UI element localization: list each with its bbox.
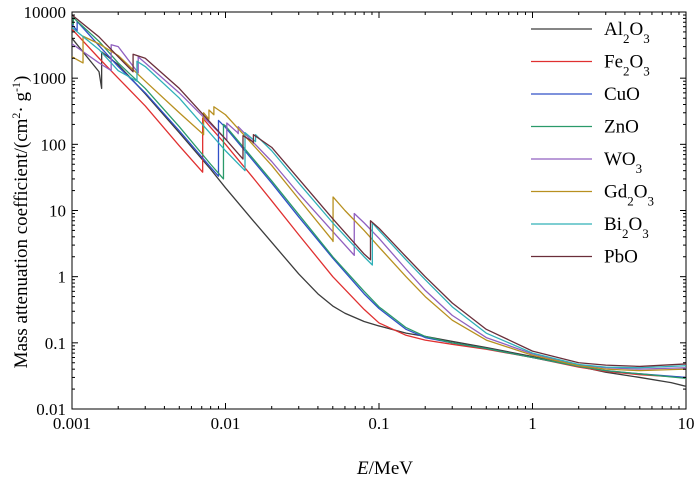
legend-item-wo3: WO3 xyxy=(531,149,642,176)
y-tick-label: 10 xyxy=(49,202,66,221)
x-axis-title: E/MeV xyxy=(356,458,413,479)
legend-item-bi2o3: Bi2O3 xyxy=(531,214,649,241)
series-line-bi2o3 xyxy=(72,27,686,369)
legend-item-pbo: PbO xyxy=(531,247,638,268)
y-tick-labels: 0.01 0.1 1 10 100 1000 10000 xyxy=(24,3,67,419)
y-tick-label: 1000 xyxy=(32,69,66,88)
series-line-wo3 xyxy=(72,43,686,370)
y-axis-title: Mass attenuation coefficient/(cm2· g-1) xyxy=(9,76,32,369)
series-line-pbo xyxy=(72,14,686,368)
series-line-gd2o3 xyxy=(72,35,686,372)
x-tick-labels: 0.001 0.01 0.1 1 10 xyxy=(53,414,695,433)
plot-frame xyxy=(71,11,687,410)
legend-item-al2o3: Al2O3 xyxy=(531,19,650,46)
legend-label: PbO xyxy=(604,247,638,268)
y-tick-label: 0.1 xyxy=(45,334,66,353)
y-tick-label: 100 xyxy=(41,135,67,154)
y-tick-label: 10000 xyxy=(24,3,67,22)
x-tick-label: 10 xyxy=(678,414,695,433)
legend-label: Fe2O3 xyxy=(604,52,650,79)
legend-label: Gd2O3 xyxy=(604,182,654,209)
legend-item-cuo: CuO xyxy=(531,84,640,105)
x-tick-label: 0.001 xyxy=(53,414,91,433)
legend: Al2O3 Fe2O3 CuO ZnO WO3 Gd2O3 Bi2O3 PbO xyxy=(531,19,654,268)
legend-item-fe2o3: Fe2O3 xyxy=(531,52,650,79)
legend-label: CuO xyxy=(604,84,640,105)
legend-item-gd2o3: Gd2O3 xyxy=(531,182,654,209)
legend-label: Al2O3 xyxy=(604,19,650,46)
legend-label: Bi2O3 xyxy=(604,214,649,241)
x-tick-label: 0.1 xyxy=(368,414,389,433)
tick-layer xyxy=(71,11,687,410)
y-tick-label: 0.01 xyxy=(36,400,66,419)
y-tick-label: 1 xyxy=(58,268,67,287)
legend-label: WO3 xyxy=(604,149,642,176)
series-layer xyxy=(72,14,686,387)
legend-label: ZnO xyxy=(604,117,639,138)
x-tick-label: 1 xyxy=(528,414,537,433)
legend-item-zno: ZnO xyxy=(531,117,639,138)
series-line-zno xyxy=(72,17,686,380)
x-tick-label: 0.01 xyxy=(211,414,241,433)
